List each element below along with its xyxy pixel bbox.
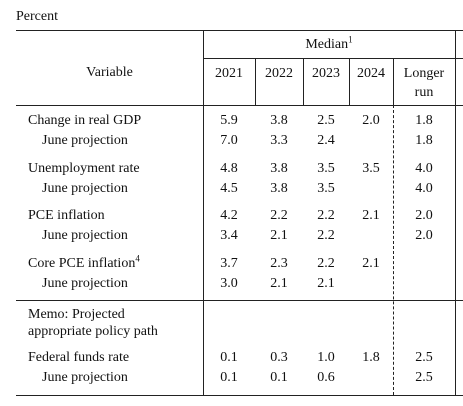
rule	[203, 58, 463, 59]
rule	[349, 58, 350, 105]
cell-value: 0.3	[270, 350, 288, 365]
variable-header: Variable	[86, 65, 133, 80]
row-label: Federal funds rate	[28, 349, 129, 367]
rule	[16, 395, 463, 396]
rule	[455, 30, 456, 396]
cell-value: 2.5	[317, 113, 335, 128]
group-header: Median1	[203, 34, 455, 54]
cell-value: 2.0	[415, 208, 433, 224]
cell-value: 4.0	[415, 160, 433, 176]
cell-value: 4.0	[415, 180, 433, 196]
cell-value: 3.5	[362, 160, 380, 176]
cell-value: 3.3	[270, 133, 288, 148]
cell-value: 4.5	[220, 180, 238, 196]
rule	[16, 105, 463, 106]
cell-value: 2.0	[362, 113, 380, 128]
unit-label: Percent	[16, 9, 58, 24]
cell-value: 3.5	[317, 160, 335, 176]
cell-value: 1.0	[317, 350, 335, 365]
column-header: 2023	[312, 66, 340, 81]
cell-value: 5.9	[220, 113, 238, 128]
rule	[16, 300, 463, 301]
cell-value: 3.8	[270, 113, 288, 128]
row-label-text: Federal funds rate	[28, 350, 130, 365]
footnote-mark: 4	[135, 253, 140, 264]
row-label: June projection	[42, 180, 128, 198]
cell-value: 2.1	[270, 276, 288, 292]
row-label: June projection	[42, 369, 128, 387]
cell-value: 2.1	[362, 256, 380, 272]
cell-value: 4.2	[220, 208, 238, 224]
row-label-text: Change in real GDP	[28, 113, 142, 128]
rule	[303, 58, 304, 105]
row-label-text: PCE inflation	[28, 208, 105, 224]
cell-value: 2.5	[415, 350, 433, 365]
row-label-text: June projection	[42, 228, 128, 244]
row-label-text: June projection	[42, 370, 128, 385]
group-title: Median	[305, 37, 349, 52]
cell-value: 0.6	[317, 370, 335, 385]
row-label: Core PCE inflation4	[28, 253, 140, 273]
cell-value: 7.0	[220, 133, 238, 148]
cell-value: 1.8	[415, 113, 433, 128]
cell-value: 0.1	[220, 370, 238, 385]
cell-value: 3.8	[270, 180, 288, 196]
row-label: Unemployment rate	[28, 160, 140, 178]
cell-value: 0.1	[270, 370, 288, 385]
row-label: Change in real GDP	[28, 112, 141, 130]
rule	[393, 58, 394, 105]
cell-value: 2.2	[317, 256, 335, 272]
cell-value: 2.1	[270, 228, 288, 244]
row-label: June projection	[42, 275, 128, 293]
cell-value: 3.7	[220, 256, 238, 272]
cell-value: 4.8	[220, 160, 238, 176]
cell-value: 3.8	[270, 160, 288, 176]
cell-value: 0.1	[220, 350, 238, 365]
column-header: 2021	[215, 66, 243, 81]
cell-value: 2.0	[415, 228, 433, 244]
row-label-text: June projection	[42, 133, 128, 148]
cell-value: 2.1	[317, 276, 335, 292]
cell-value: 2.1	[362, 208, 380, 224]
column-header: 2022	[265, 66, 293, 81]
cell-value: 2.4	[317, 133, 335, 148]
rule	[203, 30, 204, 396]
row-label-text: June projection	[42, 180, 128, 196]
column-header: 2024	[357, 66, 385, 81]
cell-value: 2.2	[270, 208, 288, 224]
dashed-rule	[393, 105, 394, 395]
cell-value: 2.5	[415, 370, 433, 385]
cell-value: 1.8	[415, 133, 433, 148]
cell-value: 2.2	[317, 208, 335, 224]
row-label-text: Core PCE inflation	[28, 256, 136, 272]
cell-value: 3.5	[317, 180, 335, 196]
column-header: Longer run	[403, 66, 445, 100]
row-label: June projection	[42, 132, 128, 150]
rule	[16, 30, 463, 31]
row-label-text: Unemployment rate	[28, 160, 140, 176]
cell-value: 2.3	[270, 256, 288, 272]
cell-value: 2.2	[317, 228, 335, 244]
row-label-text: June projection	[42, 276, 128, 292]
row-label: PCE inflation	[28, 207, 105, 225]
rule	[255, 58, 256, 105]
row-label: June projection	[42, 227, 128, 245]
cell-value: 3.0	[220, 276, 238, 292]
memo-label: appropriate policy path	[28, 324, 158, 339]
cell-value: 3.4	[220, 228, 238, 244]
footnote-mark: 1	[348, 34, 353, 45]
memo-label: Memo: Projected	[28, 307, 125, 322]
cell-value: 1.8	[362, 350, 380, 365]
